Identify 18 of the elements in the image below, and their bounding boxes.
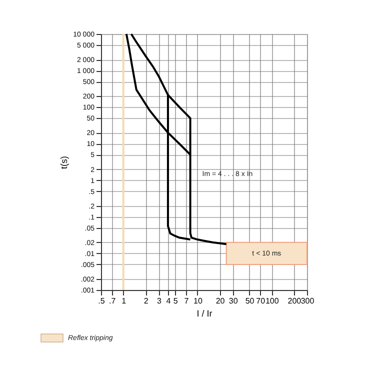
- x-tick-label: 3: [156, 296, 162, 306]
- x-tick-label: 5: [173, 296, 178, 306]
- x-tick-label: 50: [245, 296, 255, 306]
- x-tick-label: 20: [216, 296, 226, 306]
- x-tick-label: 4: [166, 296, 172, 306]
- x-tick-label: 100: [265, 296, 280, 306]
- y-axis-title: t(s): [59, 156, 70, 169]
- x-tick-label: 200: [288, 296, 302, 306]
- x-tick-label: 1: [122, 296, 127, 306]
- x-tick-label: 30: [228, 296, 238, 306]
- x-tick-label: 10: [194, 296, 203, 306]
- x-tick-label: .7: [109, 296, 116, 306]
- x-tick-label: 2: [144, 296, 149, 306]
- x-tick-label: 70: [256, 296, 266, 306]
- x-tick-label: 300: [300, 296, 315, 306]
- x-tick-label: 7: [184, 296, 190, 306]
- x-axis-title: I / Ir: [196, 308, 212, 318]
- x-tick-label: .5: [98, 296, 106, 306]
